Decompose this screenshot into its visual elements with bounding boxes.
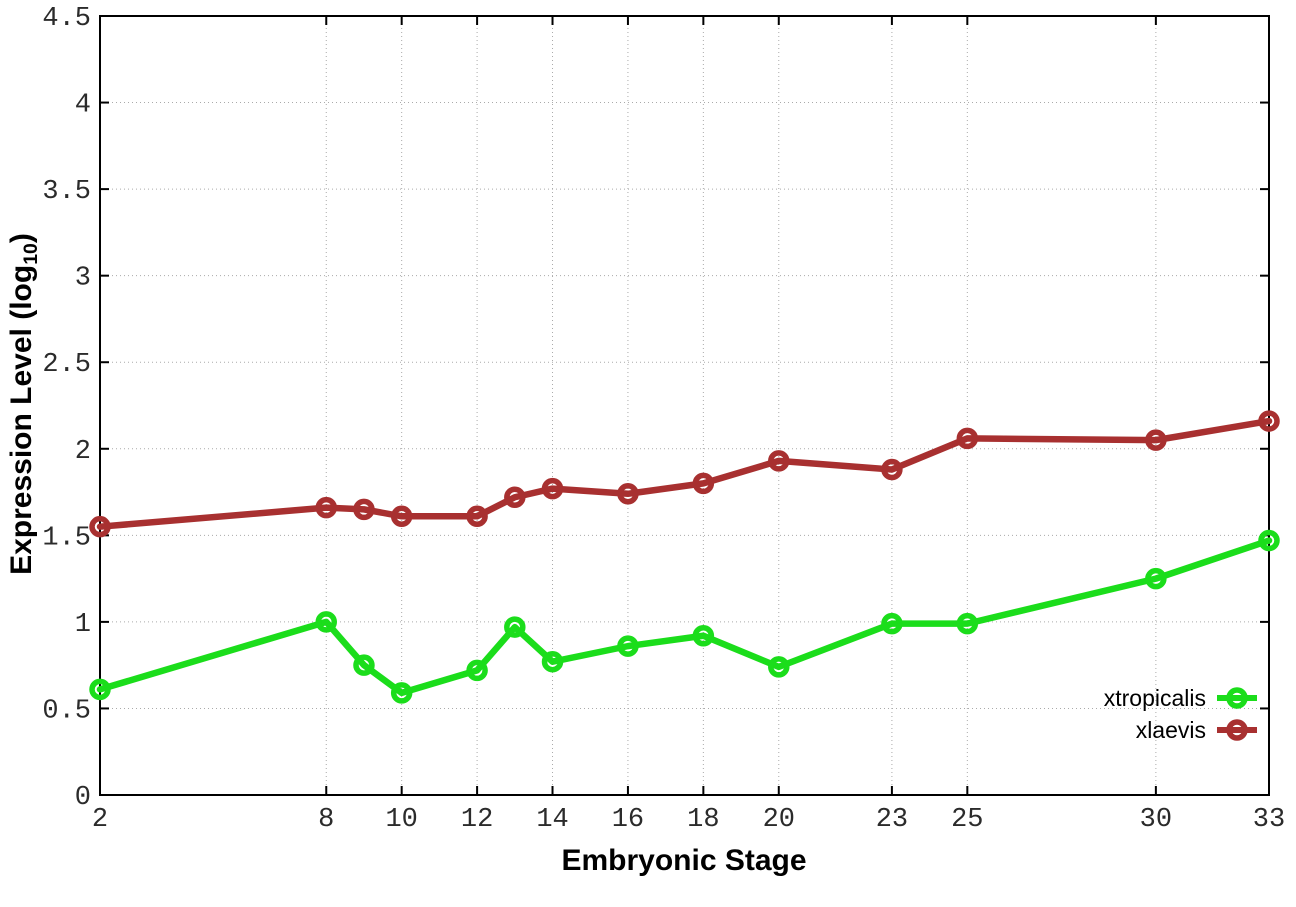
- legend-label: xlaevis: [1135, 716, 1206, 743]
- data-point-xlaevis: [504, 486, 526, 508]
- y-tick-label: 3.5: [42, 177, 91, 207]
- y-axis-title-suffix: ): [5, 233, 39, 244]
- data-point-xtropicalis: [1145, 567, 1167, 590]
- x-tick-label: 10: [385, 805, 417, 835]
- x-tick-label: 20: [763, 805, 795, 835]
- x-tick-label: 12: [461, 805, 493, 835]
- data-point-xtropicalis: [692, 624, 715, 647]
- data-point-xtropicalis: [390, 682, 413, 704]
- plot-border: [99, 15, 1270, 796]
- data-point-xtropicalis: [315, 611, 338, 633]
- y-axis-title: Expression Level (log10): [5, 233, 43, 575]
- data-point-xtropicalis: [617, 635, 639, 657]
- x-tick-label: 16: [612, 805, 644, 835]
- legend-marker-open-circle-icon: [1217, 687, 1257, 709]
- x-tick-label: 25: [951, 805, 983, 835]
- y-tick-label: 0: [75, 783, 91, 813]
- data-point-xlaevis: [692, 472, 715, 495]
- x-tick-label: 2: [92, 805, 108, 835]
- series-line-xlaevis: [96, 417, 1273, 530]
- data-point-xtropicalis: [768, 656, 790, 678]
- data-point-xlaevis: [768, 450, 790, 472]
- data-point-xlaevis: [617, 483, 639, 505]
- data-point-xlaevis: [541, 477, 564, 500]
- data-point-xlaevis: [881, 458, 903, 481]
- data-point-xlaevis: [353, 498, 375, 521]
- x-tick-label: 23: [876, 805, 908, 835]
- legend-item-xlaevis: xlaevis: [1136, 715, 1258, 745]
- x-tick-label: 33: [1253, 805, 1285, 835]
- y-tick-label: 1: [75, 610, 91, 640]
- data-point-xlaevis: [315, 496, 338, 519]
- data-point-xtropicalis: [956, 612, 979, 635]
- x-tick-label: 14: [536, 805, 568, 835]
- legend: xtropicalis xlaevis: [1104, 683, 1258, 745]
- y-axis-title-text: Expression Level (log: [5, 264, 39, 575]
- x-tick-label: 30: [1140, 805, 1172, 835]
- y-tick-label: 1.5: [42, 523, 91, 553]
- data-point-xlaevis: [1145, 429, 1167, 451]
- data-point-xlaevis: [1258, 410, 1280, 432]
- x-axis-title: Embryonic Stage: [561, 844, 807, 877]
- data-point-xtropicalis: [1258, 529, 1280, 552]
- data-point-xtropicalis: [881, 612, 903, 635]
- legend-label: xtropicalis: [1103, 684, 1206, 711]
- x-tick-label: 8: [318, 805, 334, 835]
- y-tick-label: 2: [75, 437, 91, 467]
- y-tick-label: 3: [75, 264, 91, 294]
- data-point-xtropicalis: [466, 659, 488, 682]
- data-point-xtropicalis: [504, 616, 526, 638]
- y-tick-label: 4: [75, 91, 91, 121]
- y-axis-title-subscript: 10: [19, 243, 42, 265]
- y-tick-label: 2.5: [42, 350, 91, 380]
- data-point-xlaevis: [466, 505, 488, 528]
- series-line-xtropicalis: [96, 537, 1273, 697]
- data-point-xtropicalis: [353, 654, 375, 676]
- legend-marker-open-circle-icon: [1217, 719, 1257, 741]
- x-tick-label: 18: [687, 805, 719, 835]
- y-tick-label: 4.5: [42, 4, 91, 34]
- y-tick-label: 0.5: [42, 696, 91, 726]
- data-point-xlaevis: [956, 427, 979, 450]
- legend-item-xtropicalis: xtropicalis: [1104, 683, 1258, 713]
- data-point-xtropicalis: [541, 650, 564, 673]
- data-point-xtropicalis: [89, 678, 111, 701]
- data-point-xlaevis: [89, 515, 111, 538]
- data-point-xlaevis: [390, 505, 413, 528]
